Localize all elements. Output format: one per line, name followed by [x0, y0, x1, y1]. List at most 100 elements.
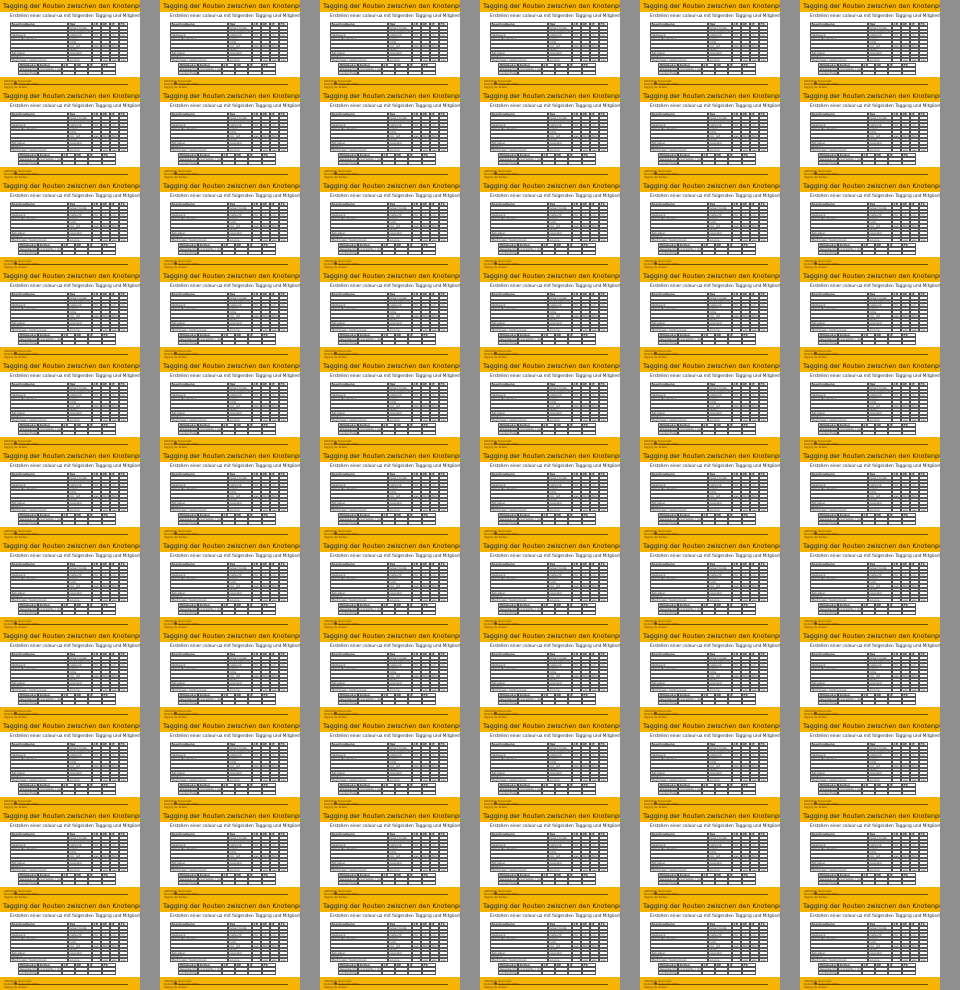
- slide-thumbnail[interactable]: Tagging der Routen zwischen den Knotenpu…: [320, 630, 460, 720]
- slide-thumbnail[interactable]: Tagging der Routen zwischen den Knotenpu…: [320, 270, 460, 360]
- slide-thumbnail[interactable]: Tagging der Routen zwischen den Knotenpu…: [640, 540, 780, 630]
- slide-thumbnail[interactable]: Tagging der Routen zwischen den Knotenpu…: [160, 270, 300, 360]
- slide-thumbnail[interactable]: Tagging der Routen zwischen den Knotenpu…: [480, 900, 620, 990]
- table-cell: [110, 26, 119, 30]
- tag-table: Beschreibung Tag CH DE IE FR type=route route=b…: [170, 742, 288, 782]
- slide-thumbnail[interactable]: Tagging der Routen zwischen den Knotenpu…: [160, 540, 300, 630]
- table-cell: [572, 508, 581, 512]
- table-cell: [715, 161, 728, 165]
- table-cell: [102, 71, 116, 75]
- table-cell: [248, 431, 262, 435]
- table-cell: [62, 611, 75, 615]
- table-cell: [358, 701, 382, 705]
- table-cell: [92, 51, 101, 55]
- table-cell: [10, 119, 68, 124]
- table-cell: [678, 161, 702, 165]
- tag-table: Beschreibung Tag CH DE IE FR type=route route=b…: [490, 472, 608, 512]
- slide-thumbnail[interactable]: Tagging der Routen zwischen den Knotenpu…: [640, 90, 780, 180]
- slide-thumbnail[interactable]: Tagging der Routen zwischen den Knotenpu…: [0, 0, 140, 90]
- table-cell: rcn: [92, 33, 101, 37]
- slide-thumbnail[interactable]: Tagging der Routen zwischen den Knotenpu…: [480, 720, 620, 810]
- slide-thumbnail[interactable]: Tagging der Routen zwischen den Knotenpu…: [480, 540, 620, 630]
- slide-thumbnail[interactable]: Tagging der Routen zwischen den Knotenpu…: [0, 630, 140, 720]
- footer-text: Tagging der Routen: [4, 446, 27, 449]
- slide-thumbnail[interactable]: Tagging der Routen zwischen den Knotenpu…: [0, 90, 140, 180]
- table-cell: Merkmale / Verbindung: [330, 508, 388, 512]
- table-cell: yes: [581, 508, 590, 512]
- slide-thumbnail[interactable]: Tagging der Routen zwischen den Knotenpu…: [160, 900, 300, 990]
- table-cell: yes: [759, 148, 768, 152]
- table-cell: [568, 971, 582, 975]
- slide-title: Tagging der Routen zwischen den Knotenpu…: [323, 361, 460, 371]
- slide-thumbnail[interactable]: Tagging der Routen zwischen den Knotenpu…: [160, 810, 300, 900]
- slide-thumbnail[interactable]: Tagging der Routen zwischen den Knotenpu…: [320, 180, 460, 270]
- slide-thumbnail[interactable]: Tagging der Routen zwischen den Knotenpu…: [0, 720, 140, 810]
- slide-thumbnail[interactable]: Tagging der Routen zwischen den Knotenpu…: [160, 180, 300, 270]
- table-cell: Nord: [110, 44, 119, 48]
- slide-thumbnail[interactable]: Tagging der Routen zwischen den Knotenpu…: [640, 270, 780, 360]
- slide-thumbnail[interactable]: Tagging der Routen zwischen den Knotenpu…: [0, 810, 140, 900]
- slide-thumbnail[interactable]: Tagging der Routen zwischen den Knotenpu…: [640, 720, 780, 810]
- table-cell: Merkmale / Verbindung: [170, 778, 228, 782]
- slide-thumbnail[interactable]: Tagging der Routen zwischen den Knotenpu…: [480, 180, 620, 270]
- slide-subtitle: Erstellen einer colour-ua mit folgenden …: [170, 284, 300, 289]
- table-cell: yes: [599, 598, 608, 602]
- slide-title: Tagging der Routen zwischen den Knotenpu…: [3, 811, 140, 821]
- slide-thumbnail[interactable]: Tagging der Routen zwischen den Knotenpu…: [640, 450, 780, 540]
- slide-thumbnail[interactable]: Tagging der Routen zwischen den Knotenpu…: [0, 270, 140, 360]
- slide-thumbnail[interactable]: Tagging der Routen zwischen den Knotenpu…: [0, 360, 140, 450]
- slide-thumbnail[interactable]: Tagging der Routen zwischen den Knotenpu…: [480, 360, 620, 450]
- table-cell: [728, 161, 742, 165]
- table-cell: source: [68, 508, 92, 512]
- slide-title: Tagging der Routen zwischen den Knotenpu…: [3, 541, 140, 551]
- table-cell: yes: [110, 598, 119, 602]
- table-cell: yes: [430, 328, 439, 332]
- slide-thumbnail[interactable]: Tagging der Routen zwischen den Knotenpu…: [320, 450, 460, 540]
- slide-thumbnail[interactable]: Tagging der Routen zwischen den Knotenpu…: [160, 450, 300, 540]
- members-table: MitgliederRollenCHDEIEFRWegabschnitte(vo…: [658, 513, 756, 526]
- slide-thumbnail[interactable]: Tagging der Routen zwischen den Knotenpu…: [320, 0, 460, 90]
- table-cell: [235, 251, 248, 255]
- slide-thumbnail[interactable]: Tagging der Routen zwischen den Knotenpu…: [480, 90, 620, 180]
- slide-thumbnail[interactable]: Tagging der Routen zwischen den Knotenpu…: [160, 360, 300, 450]
- slide-thumbnail[interactable]: Tagging der Routen zwischen den Knotenpu…: [0, 180, 140, 270]
- slide-thumbnail[interactable]: Tagging der Routen zwischen den Knotenpu…: [480, 270, 620, 360]
- slide-thumbnail[interactable]: Tagging der Routen zwischen den Knotenpu…: [320, 90, 460, 180]
- slide-thumbnail[interactable]: Tagging der Routen zwischen den Knotenpu…: [480, 0, 620, 90]
- slide-thumbnail[interactable]: Tagging der Routen zwischen den Knotenpu…: [640, 180, 780, 270]
- slide-thumbnail[interactable]: Tagging der Routen zwischen den Knotenpu…: [0, 450, 140, 540]
- slide-thumbnail[interactable]: Tagging der Routen zwischen den Knotenpu…: [640, 0, 780, 90]
- table-cell: source: [68, 148, 92, 152]
- table-cell: [248, 521, 262, 525]
- slide-thumbnail[interactable]: Tagging der Routen zwischen den Knotenpu…: [640, 360, 780, 450]
- footer-text: Tagging der Routen: [484, 716, 507, 719]
- slide-thumbnail[interactable]: Tagging der Routen zwischen den Knotenpu…: [320, 720, 460, 810]
- slide-thumbnail[interactable]: Tagging der Routen zwischen den Knotenpu…: [160, 90, 300, 180]
- slide-thumbnail[interactable]: Tagging der Routen zwischen den Knotenpu…: [0, 540, 140, 630]
- slide-thumbnail[interactable]: Tagging der Routen zwischen den Knotenpu…: [640, 630, 780, 720]
- slide-thumbnail[interactable]: Tagging der Routen zwischen den Knotenpu…: [160, 0, 300, 90]
- slide-thumbnail[interactable]: Tagging der Routen zwischen den Knotenpu…: [480, 810, 620, 900]
- slide-thumbnail[interactable]: Tagging der Routen zwischen den Knotenpu…: [0, 900, 140, 990]
- slide-thumbnail[interactable]: Tagging der Routen zwischen den Knotenpu…: [320, 900, 460, 990]
- slide-thumbnail[interactable]: Tagging der Routen zwischen den Knotenpu…: [480, 450, 620, 540]
- table-cell: Merkmale / Verbindung: [650, 328, 708, 332]
- table-cell: [542, 521, 555, 525]
- slide-thumbnail[interactable]: Tagging der Routen zwischen den Knotenpu…: [160, 720, 300, 810]
- table-cell: yes: [590, 778, 599, 782]
- table-cell: [382, 881, 395, 885]
- slide-thumbnail[interactable]: Tagging der Routen zwischen den Knotenpu…: [160, 630, 300, 720]
- table-cell: [382, 251, 395, 255]
- slide-subtitle: Erstellen einer colour-ua mit folgenden …: [170, 554, 300, 559]
- slide-thumbnail[interactable]: Tagging der Routen zwischen den Knotenpu…: [320, 360, 460, 450]
- slide-thumbnail[interactable]: Tagging der Routen zwischen den Knotenpu…: [480, 630, 620, 720]
- table-cell: [555, 791, 568, 795]
- table-cell: source: [388, 508, 412, 512]
- slide-thumbnail[interactable]: Tagging der Routen zwischen den Knotenpu…: [320, 540, 460, 630]
- table-cell: [555, 251, 568, 255]
- table-cell: Merkmale / Verbindung: [170, 688, 228, 692]
- table-cell: [62, 881, 75, 885]
- slide-subtitle: Erstellen einer colour-ua mit folgenden …: [650, 14, 780, 19]
- slide-thumbnail[interactable]: Tagging der Routen zwischen den Knotenpu…: [320, 810, 460, 900]
- slide-subtitle: Erstellen einer colour-ua mit folgenden …: [490, 284, 620, 289]
